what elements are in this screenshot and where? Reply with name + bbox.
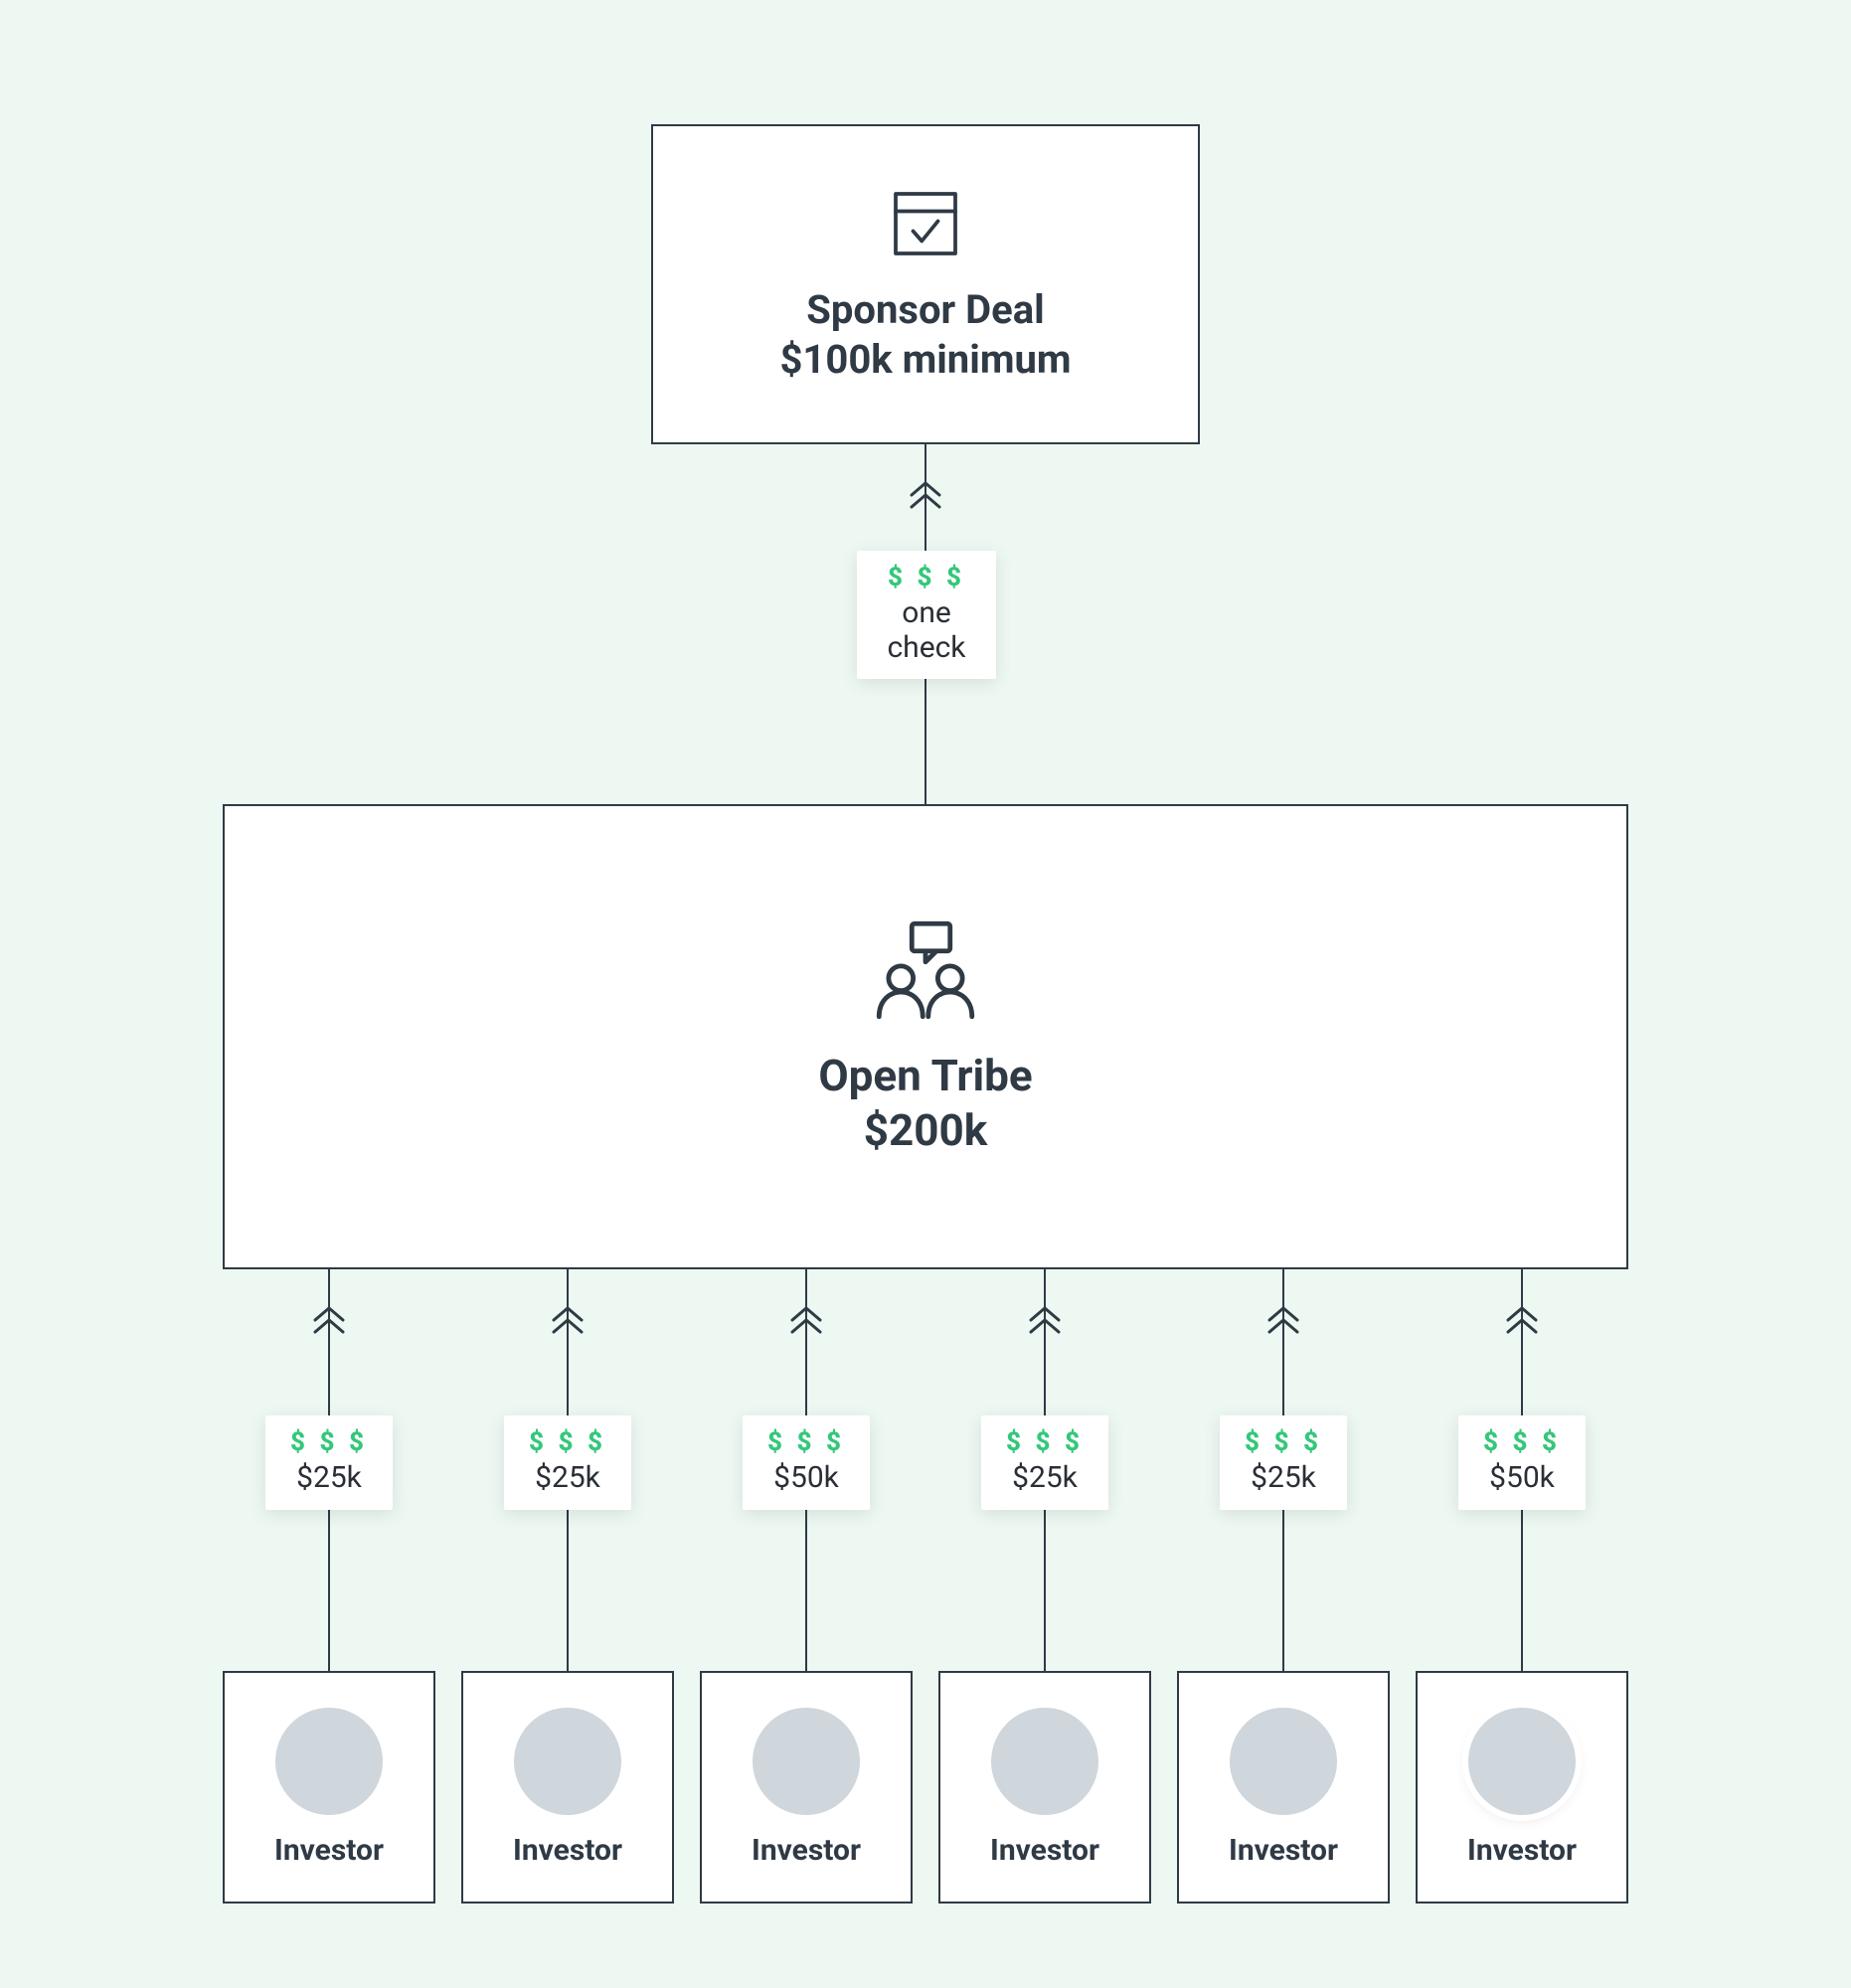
avatar — [1468, 1708, 1576, 1815]
badge-investor-5: $ $ $ $25k — [1220, 1415, 1347, 1510]
investor-label: Investor — [752, 1833, 861, 1868]
investor-box-4: Investor — [938, 1671, 1151, 1904]
badge-investor-3: $ $ $ $50k — [743, 1415, 870, 1510]
badge-investor-amount: $25k — [997, 1461, 1093, 1496]
investor-label: Investor — [990, 1833, 1099, 1868]
badge-one-check: $ $ $ onecheck — [857, 551, 996, 679]
checkbox-window-icon — [886, 184, 965, 267]
avatar — [275, 1708, 383, 1815]
investor-box-1: Investor — [223, 1671, 435, 1904]
tribe-title-line2: $200k — [818, 1103, 1032, 1158]
sponsor-deal-box: Sponsor Deal $100k minimum — [651, 124, 1200, 444]
sponsor-title-line2: $100k minimum — [779, 335, 1071, 385]
dollar-icons: $ $ $ — [997, 1427, 1093, 1457]
dollar-icons: $ $ $ — [758, 1427, 854, 1457]
badge-investor-4: $ $ $ $25k — [981, 1415, 1108, 1510]
avatar — [1230, 1708, 1337, 1815]
badge-investor-amount: $25k — [1236, 1461, 1331, 1496]
dollar-icons: $ $ $ — [873, 563, 980, 592]
dollar-icons: $ $ $ — [520, 1427, 615, 1457]
dollar-icons: $ $ $ — [1236, 1427, 1331, 1457]
investor-label: Investor — [1229, 1833, 1338, 1868]
badge-investor-amount: $50k — [758, 1461, 854, 1496]
investor-box-2: Investor — [461, 1671, 674, 1904]
open-tribe-box: Open Tribe $200k — [223, 804, 1628, 1269]
badge-one-check-label: onecheck — [873, 596, 980, 665]
sponsor-title: Sponsor Deal $100k minimum — [779, 285, 1071, 385]
avatar — [514, 1708, 621, 1815]
avatar — [753, 1708, 860, 1815]
dollar-icons: $ $ $ — [281, 1427, 377, 1457]
investor-label: Investor — [513, 1833, 622, 1868]
investor-box-5: Investor — [1177, 1671, 1390, 1904]
badge-investor-amount: $50k — [1474, 1461, 1570, 1496]
investor-label: Investor — [274, 1833, 384, 1868]
badge-investor-amount: $25k — [520, 1461, 615, 1496]
investor-label: Investor — [1467, 1833, 1577, 1868]
investor-box-3: Investor — [700, 1671, 913, 1904]
badge-investor-amount: $25k — [281, 1461, 377, 1496]
people-talk-icon — [871, 915, 980, 1029]
badge-investor-1: $ $ $ $25k — [265, 1415, 393, 1510]
tribe-title-line1: Open Tribe — [818, 1049, 1032, 1103]
investor-box-6: Investor — [1416, 1671, 1628, 1904]
sponsor-title-line1: Sponsor Deal — [779, 285, 1071, 335]
dollar-icons: $ $ $ — [1474, 1427, 1570, 1457]
badge-investor-2: $ $ $ $25k — [504, 1415, 631, 1510]
diagram-canvas: Sponsor Deal $100k minimum $ $ $ onechec… — [0, 0, 1851, 1988]
tribe-title: Open Tribe $200k — [818, 1049, 1032, 1158]
avatar — [991, 1708, 1098, 1815]
badge-investor-6: $ $ $ $50k — [1458, 1415, 1586, 1510]
